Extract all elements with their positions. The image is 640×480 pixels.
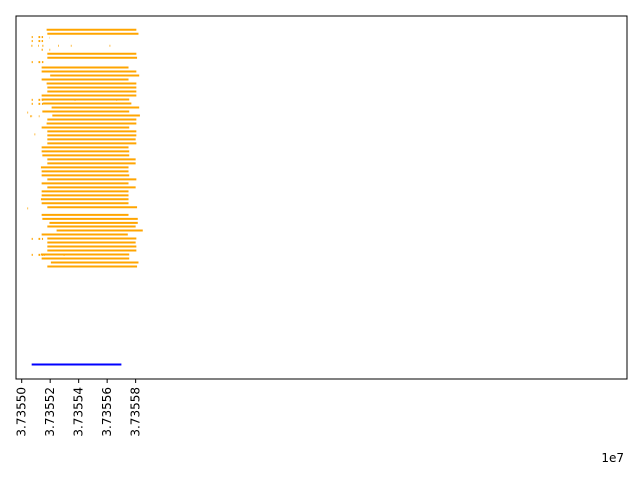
x-tick-label: 3.73554 xyxy=(72,387,86,437)
plot-area-background xyxy=(16,16,627,379)
x-tick-label: 3.73552 xyxy=(43,387,57,437)
reads-layer xyxy=(27,28,143,268)
x-axis-offset-label: 1e7 xyxy=(601,451,624,465)
x-tick-label: 3.73558 xyxy=(129,387,143,437)
x-tick-label: 3.73556 xyxy=(100,387,114,437)
x-axis: 3.73550 3.73552 3.73554 3.73556 3.73558 xyxy=(15,379,143,437)
x-tick-label: 3.73550 xyxy=(15,387,29,437)
plot-frame xyxy=(15,15,628,380)
